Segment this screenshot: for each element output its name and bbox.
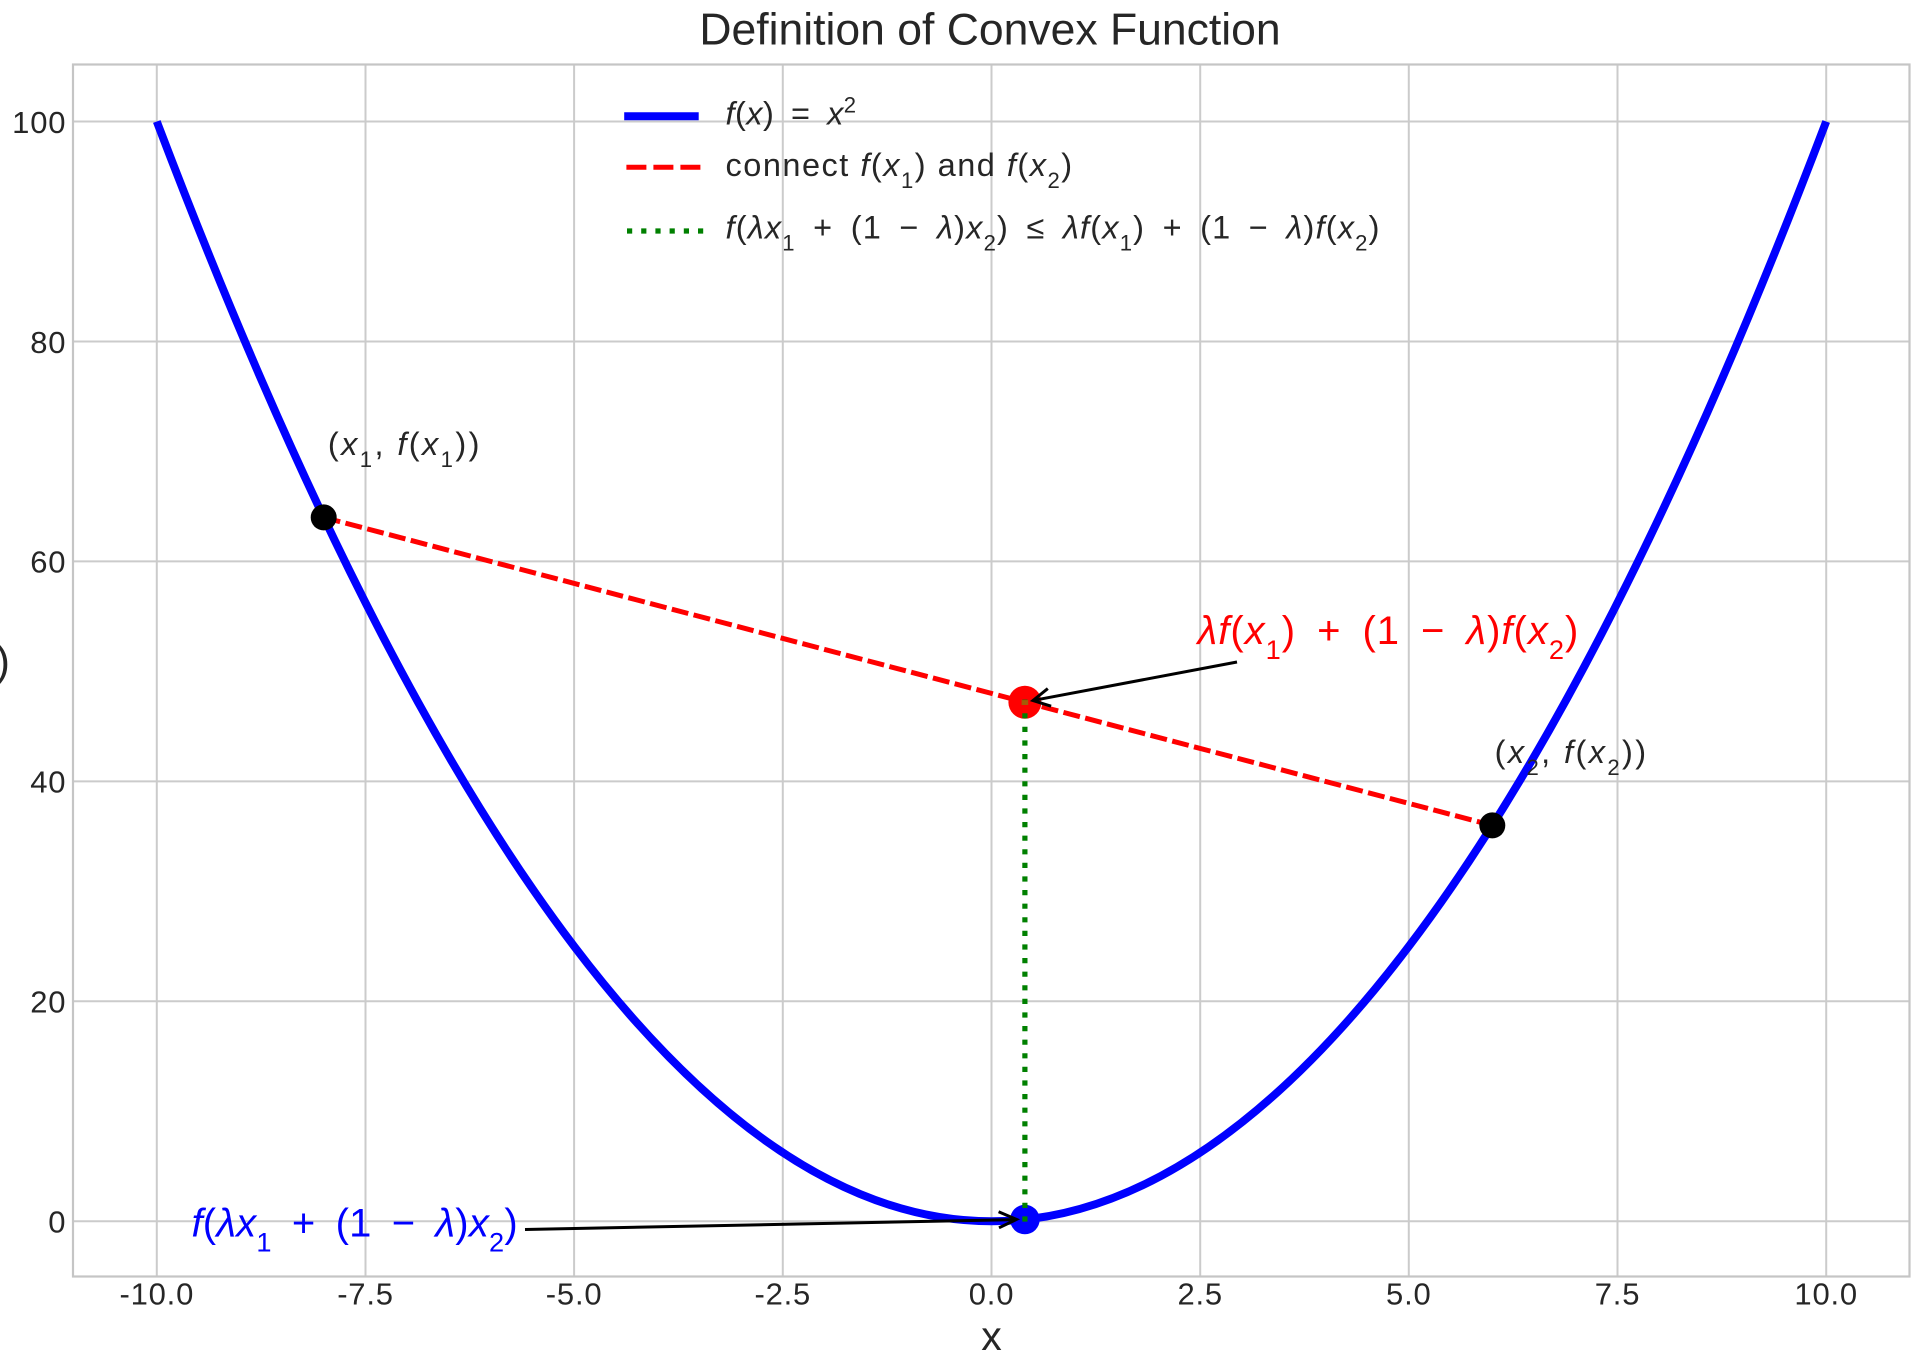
svg-text:-7.5: -7.5 [337,1277,394,1312]
svg-text:100: 100 [12,105,66,140]
svg-text:60: 60 [30,545,66,580]
svg-text:20: 20 [30,985,66,1020]
svg-text:5.0: 5.0 [1386,1277,1432,1312]
svg-text:80: 80 [30,325,66,360]
svg-text:-10.0: -10.0 [119,1277,194,1312]
svg-text:-2.5: -2.5 [754,1277,811,1312]
svg-text:Definition of Convex Function: Definition of Convex Function [699,6,1280,55]
svg-text:0.0: 0.0 [969,1277,1015,1312]
svg-text:10.0: 10.0 [1794,1277,1858,1312]
svg-text:f(x) = x2: f(x) = x2 [726,93,857,132]
svg-text:40: 40 [30,765,66,800]
svg-text:0: 0 [48,1205,66,1240]
svg-text:7.5: 7.5 [1595,1277,1641,1312]
svg-text:f(x): f(x) [0,638,10,686]
svg-text:2.5: 2.5 [1177,1277,1223,1312]
svg-text:x: x [981,1313,1002,1359]
svg-text:-5.0: -5.0 [546,1277,603,1312]
